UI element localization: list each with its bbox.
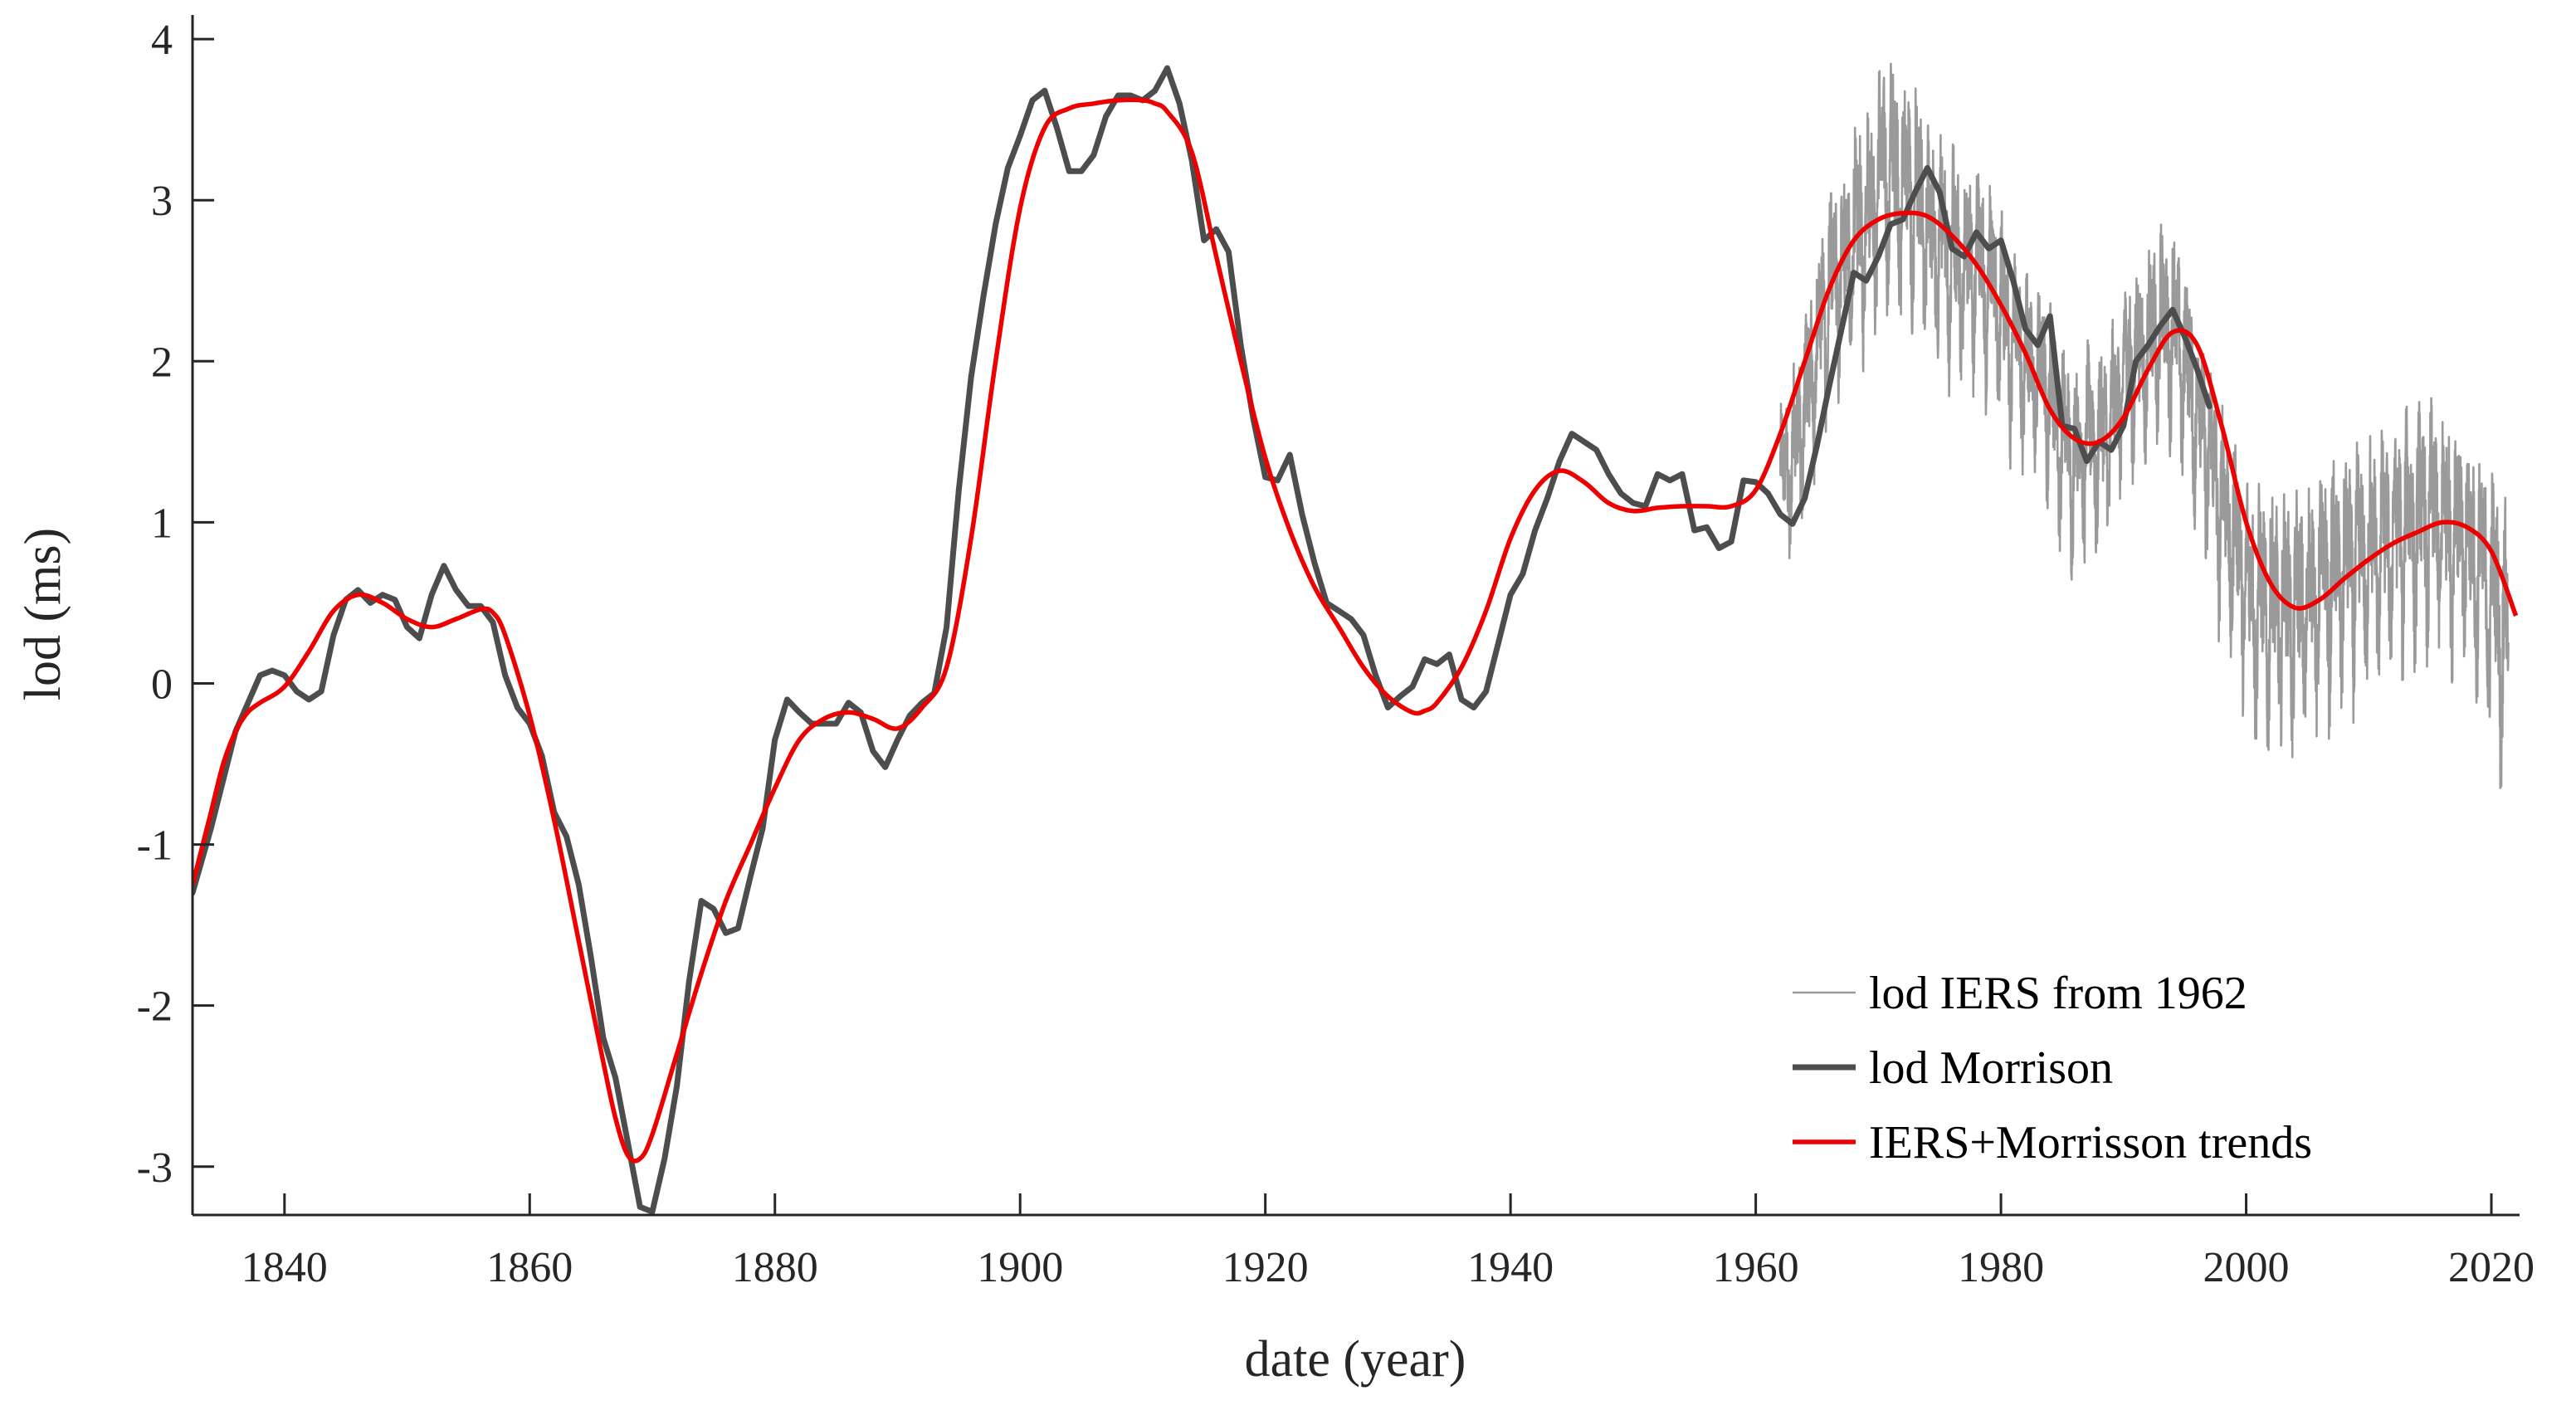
y-tick-label: 2	[151, 339, 173, 386]
x-axis-title: date (year)	[1245, 1331, 1466, 1388]
y-tick-label: 0	[151, 661, 173, 708]
y-tick-label: -3	[137, 1144, 173, 1192]
y-tick-label: -1	[137, 822, 173, 870]
x-tick-label: 1860	[486, 1244, 573, 1291]
x-tick-label: 1840	[242, 1244, 328, 1291]
y-tick-label: -2	[137, 983, 173, 1031]
x-tick-label: 1920	[1222, 1244, 1309, 1291]
x-tick-labels: 1840 1860 1880 1900 1920 1940 1960 1980 2000 2020	[242, 1244, 2535, 1291]
legend-label: lod IERS from 1962	[1869, 968, 2247, 1019]
y-tick-labels: -3 -2 -1 0 1 2 3 4	[137, 17, 173, 1192]
y-axis-title: lod (ms)	[15, 528, 71, 700]
x-tick-label: 1960	[1713, 1244, 1799, 1291]
legend: lod IERS from 1962 lod Morrison IERS+Morri…	[1793, 968, 2312, 1168]
y-tick-label: 3	[151, 178, 173, 225]
legend-label: IERS+Morrisson trends	[1869, 1117, 2312, 1168]
x-tick-label: 2020	[2448, 1244, 2535, 1291]
y-tick-label: 1	[151, 500, 173, 547]
series-line-lod-iers	[1778, 62, 2510, 789]
x-tick-label: 2000	[2203, 1244, 2290, 1291]
x-tick-label: 1940	[1467, 1244, 1554, 1291]
x-tick-label: 1880	[732, 1244, 818, 1291]
series-layer	[193, 62, 2519, 1215]
legend-label: lod Morrison	[1869, 1042, 2113, 1094]
series-line-lod-morrison	[193, 65, 2213, 1215]
x-tick-label: 1900	[977, 1244, 1063, 1291]
x-tick-label: 1980	[1958, 1244, 2044, 1291]
axes	[191, 15, 2520, 1217]
y-tick-label: 4	[151, 17, 173, 64]
series-line-trend	[193, 97, 2519, 1164]
